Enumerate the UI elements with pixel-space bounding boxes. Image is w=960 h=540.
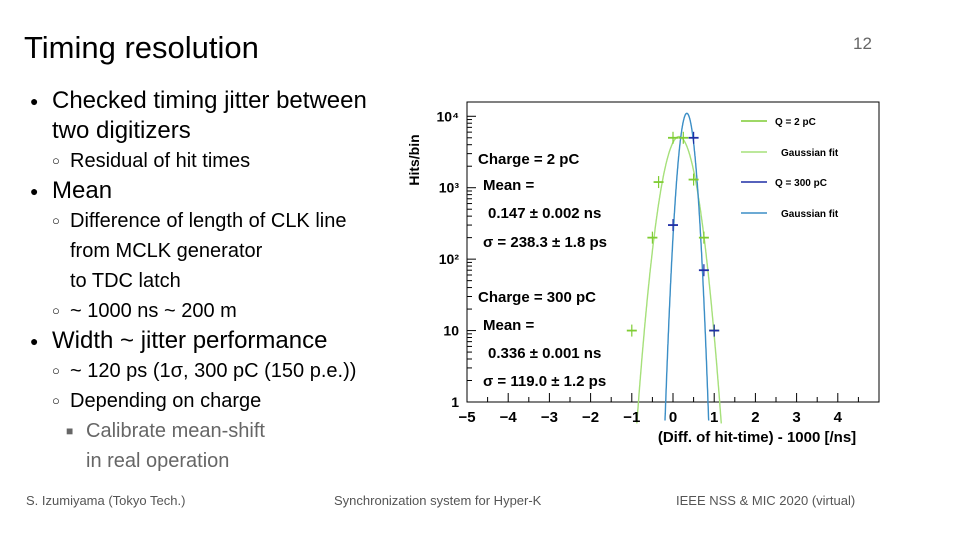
- timing-histogram-chart: −5 −4 −3 −2 −1 0 1 2 3 4 1 10 10² 10³ 10⁴ Hits/bin (Di…: [406, 101, 880, 446]
- sub-bullet-item: ○ ~ 1000 ns ~ 200 m: [28, 296, 418, 326]
- y-tick-label: 10³: [439, 180, 460, 196]
- sub-bullet-marker-icon: ○: [52, 153, 60, 168]
- slide-title: Timing resolution: [24, 30, 259, 65]
- bullet-item: ● Checked timing jitter between: [28, 86, 418, 116]
- x-tick-label: −2: [582, 409, 599, 426]
- bullet-item: ● Mean: [28, 176, 418, 206]
- sub-bullet-text: Residual of hit times: [70, 150, 251, 172]
- bullet-marker-icon: ●: [30, 183, 39, 199]
- y-tick-label: 10: [443, 323, 459, 339]
- bullet-list: ● Checked timing jitter between two digi…: [28, 86, 418, 476]
- annotation-line: Charge = 2 pC: [478, 151, 579, 168]
- x-tick-label: −3: [541, 409, 558, 426]
- sub-bullet-item: ○ ~ 120 ps (1σ, 300 pC (150 p.e.)): [28, 356, 418, 386]
- gaussian-fit-line: [636, 135, 722, 424]
- sub-bullet-text: ~ 1000 ns ~ 200 m: [70, 300, 237, 322]
- y-tick-label: 10⁴: [437, 108, 460, 124]
- x-tick-label: −1: [623, 409, 640, 426]
- bullet-text: Width ~ jitter performance: [52, 327, 328, 354]
- x-tick-label: 3: [792, 409, 800, 426]
- sub-bullet-marker-icon: ○: [52, 393, 60, 408]
- sub-bullet-marker-icon: ○: [52, 213, 60, 228]
- bullet-marker-icon: ●: [30, 333, 39, 349]
- legend-label: Q = 300 pC: [775, 178, 827, 189]
- sub-sub-bullet-item: ■ Calibrate mean-shift: [28, 416, 418, 446]
- x-tick-label: −5: [458, 409, 475, 426]
- tick-labels: −5 −4 −3 −2 −1 0 1 2 3 4 1 10 10² 10³ 10⁴: [437, 108, 843, 426]
- axis-ticks: [466, 115, 880, 403]
- annotation-line: Charge = 300 pC: [478, 289, 596, 306]
- annotation-q300: Charge = 300 pC Mean = 0.336 ± 0.001 ns …: [478, 289, 606, 390]
- annotation-line: σ = 119.0 ± 1.2 ps: [483, 373, 606, 390]
- sub-bullet-text: Difference of length of CLK line: [70, 210, 347, 232]
- sub-sub-bullet-text: Calibrate mean-shift: [86, 420, 265, 442]
- footer-conference: IEEE NSS & MIC 2020 (virtual): [676, 493, 856, 508]
- bullet-text: Checked timing jitter between: [52, 87, 367, 114]
- annotation-line: 0.336 ± 0.001 ns: [488, 345, 601, 362]
- sub-bullet-continuation: from MCLK generator: [70, 240, 263, 262]
- x-tick-label: −4: [500, 409, 518, 426]
- y-tick-label: 1: [451, 394, 459, 410]
- sub-bullet-text: ~ 120 ps (1σ, 300 pC (150 p.e.)): [70, 360, 357, 382]
- annotation-line: Mean =: [483, 317, 535, 334]
- sub-bullet-marker-icon: ○: [52, 363, 60, 378]
- x-tick-label: 1: [710, 409, 718, 426]
- sub-bullet-item: ○ Residual of hit times: [28, 146, 418, 176]
- sub-sub-bullet-continuation: in real operation: [86, 450, 230, 472]
- legend-label: Q = 2 pC: [775, 117, 816, 128]
- legend-label: Gaussian fit: [781, 209, 839, 220]
- sub-bullet-item: ○ Depending on charge: [28, 386, 418, 416]
- bullet-text: Mean: [52, 177, 113, 204]
- gaussian-fit-line: [664, 112, 710, 421]
- chart-legend: Q = 2 pC Gaussian fit Q = 300 pC Gaussia…: [741, 117, 839, 220]
- square-bullet-marker-icon: ■: [66, 424, 74, 438]
- x-axis-label: (Diff. of hit-time) - 1000 [/ns]: [658, 429, 856, 446]
- y-tick-label: 10²: [439, 251, 460, 267]
- plot-frame: [466, 101, 880, 403]
- x-tick-label: 2: [751, 409, 759, 426]
- sub-bullet-item: ○ Difference of length of CLK line: [28, 206, 418, 236]
- x-tick-label: 4: [834, 409, 843, 426]
- sub-bullet-marker-icon: ○: [52, 303, 60, 318]
- annotation-line: σ = 238.3 ± 1.8 ps: [483, 234, 607, 251]
- fit-curves: [636, 112, 722, 424]
- annotation-q2: Charge = 2 pC Mean = 0.147 ± 0.002 ns σ …: [478, 151, 607, 251]
- footer-author: S. Izumiyama (Tokyo Tech.): [26, 493, 186, 508]
- annotation-line: Mean =: [483, 177, 535, 194]
- bullet-marker-icon: ●: [30, 93, 39, 109]
- footer-title: Synchronization system for Hyper-K: [334, 493, 542, 508]
- x-tick-label: 0: [669, 409, 677, 426]
- bullet-item: ● Width ~ jitter performance: [28, 326, 418, 356]
- data-points: [626, 131, 720, 337]
- annotation-line: 0.147 ± 0.002 ns: [488, 205, 601, 222]
- y-axis-label: Hits/bin: [406, 134, 422, 185]
- sub-bullet-text: Depending on charge: [70, 390, 262, 412]
- bullet-continuation: two digitizers: [52, 117, 191, 144]
- page-number: 12: [853, 34, 872, 53]
- legend-label: Gaussian fit: [781, 148, 839, 159]
- sub-bullet-continuation: to TDC latch: [70, 270, 181, 292]
